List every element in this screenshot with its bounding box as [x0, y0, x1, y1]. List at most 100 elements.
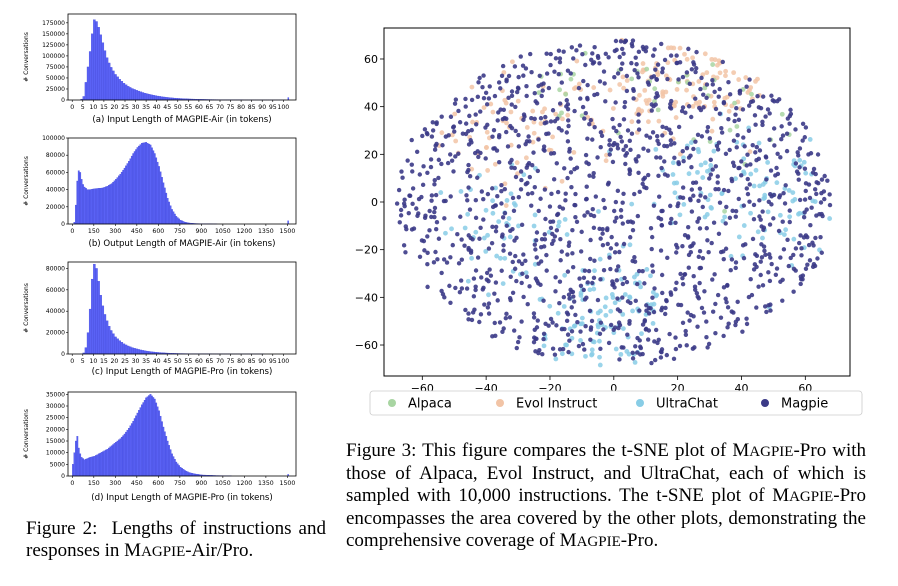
scatter-point	[656, 194, 662, 199]
histogram-bar	[163, 187, 166, 225]
scatter-point	[677, 45, 683, 51]
histogram-bar	[107, 326, 111, 355]
scatter-point	[818, 200, 824, 205]
scatter-point	[533, 247, 538, 252]
scatter-point	[736, 234, 742, 240]
figure-3: −60 −40 −20 0 20 40 60 −60 −40 −20 0 20 40 60 Alpaca Ev…	[340, 0, 898, 586]
scatter-point	[658, 248, 664, 253]
scatter-point	[503, 203, 509, 208]
scatter-point	[691, 314, 696, 319]
scatter-point	[520, 63, 526, 68]
histogram-bar	[80, 457, 83, 477]
scatter-point	[618, 351, 624, 357]
x-tick-label: 95	[269, 104, 277, 111]
scatter-point	[656, 118, 662, 124]
scatter-point	[627, 168, 633, 174]
scatter-point	[601, 69, 607, 74]
scatter-point	[779, 137, 784, 142]
scatter-point	[653, 146, 659, 152]
scatter-point	[793, 268, 798, 273]
scatter-point	[620, 221, 625, 226]
scatter-point	[602, 81, 607, 86]
scatter-point	[654, 155, 659, 160]
scatter-point	[713, 106, 719, 112]
scatter-point	[475, 255, 481, 260]
scatter-point	[800, 121, 806, 126]
scatter-point	[484, 270, 490, 276]
histogram-frame	[67, 13, 297, 101]
scatter-point	[414, 149, 420, 155]
scatter-point	[822, 173, 827, 179]
scatter-point	[727, 215, 733, 220]
x-tick-label: 70	[216, 358, 224, 365]
scatter-point	[610, 279, 615, 284]
scatter-point	[512, 64, 518, 69]
scatter-point	[557, 300, 562, 306]
y-tick-label: 25000	[46, 415, 65, 422]
scatter-point	[689, 67, 695, 72]
scatter-point	[812, 199, 818, 204]
scatter-point	[591, 225, 597, 230]
histogram-bar	[97, 453, 100, 477]
scatter-point	[618, 134, 623, 140]
scatter-point	[801, 215, 807, 220]
scatter-point	[687, 81, 692, 87]
scatter-point	[571, 150, 577, 155]
scatter-point	[432, 147, 438, 152]
scatter-point	[556, 223, 561, 229]
y-tick-label: 150000	[42, 31, 65, 38]
scatter-point	[797, 165, 802, 170]
scatter-point	[532, 242, 538, 247]
scatter-point	[400, 175, 405, 180]
scatter-point	[739, 159, 744, 164]
scatter-point	[550, 134, 556, 140]
scatter-point	[620, 61, 625, 66]
histogram-bar	[116, 177, 119, 225]
scatter-point	[685, 310, 690, 315]
scatter-point	[546, 147, 552, 153]
scatter-point	[481, 217, 486, 222]
scatter-point	[747, 103, 752, 108]
scatter-point	[478, 150, 483, 156]
scatter-point	[636, 49, 642, 55]
scatter-point	[644, 266, 650, 272]
scatter-point	[459, 237, 464, 242]
scatter-point	[583, 324, 588, 329]
scatter-point	[667, 331, 672, 337]
scatter-point	[679, 108, 685, 114]
scatter-point	[480, 287, 485, 292]
scatter-point	[479, 189, 485, 194]
scatter-point	[730, 160, 736, 165]
scatter-point	[597, 79, 603, 84]
scatter-point	[534, 230, 540, 235]
scatter-point	[614, 128, 619, 134]
scatter-point	[582, 116, 587, 121]
scatter-point	[398, 207, 404, 213]
scatter-point	[455, 232, 460, 237]
histogram-bar	[140, 404, 143, 477]
scatter-point	[493, 185, 498, 191]
scatter-point	[603, 99, 608, 104]
scatter-point	[551, 177, 557, 182]
scatter-point	[783, 227, 789, 233]
scatter-point	[788, 107, 793, 113]
y-tick-label: 20000	[46, 426, 65, 433]
histogram-bar	[191, 473, 193, 477]
scatter-point	[652, 47, 657, 52]
scatter-point	[448, 255, 453, 260]
scatter-point	[625, 332, 630, 337]
scatter-point	[708, 172, 714, 177]
scatter-point	[781, 247, 787, 252]
scatter-point	[798, 281, 803, 287]
scatter-point	[710, 82, 715, 87]
scatter-point	[577, 276, 582, 281]
scatter-point	[660, 290, 665, 296]
scatter-point	[559, 351, 565, 357]
y-tick-label: 60	[364, 53, 378, 66]
scatter-point	[571, 294, 576, 299]
scatter-point	[733, 214, 738, 219]
x-tick-label: 95	[269, 358, 277, 365]
histogram-bar	[156, 406, 159, 477]
scatter-point	[827, 216, 833, 221]
scatter-point	[621, 85, 627, 91]
